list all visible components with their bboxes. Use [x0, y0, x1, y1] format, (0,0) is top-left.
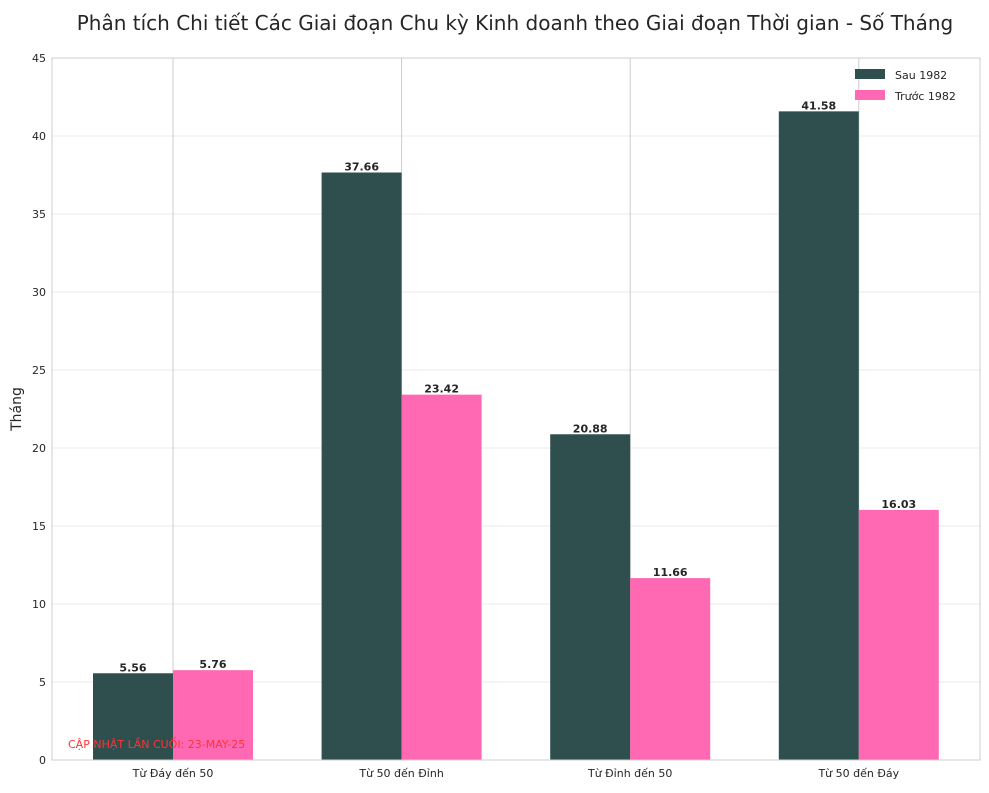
- value-label: 20.88: [573, 422, 608, 435]
- value-label: 11.66: [653, 566, 688, 579]
- value-label: 5.56: [119, 661, 146, 674]
- legend-swatch-sau-1982: [855, 69, 885, 79]
- y-tick-label: 45: [32, 52, 46, 65]
- bar-series-0-cat-1: [321, 172, 402, 760]
- y-tick-label: 40: [32, 130, 46, 143]
- value-label: 16.03: [881, 498, 916, 511]
- x-tick-label: Từ Đỉnh đến 50: [587, 767, 672, 780]
- x-tick-labels: Từ Đáy đến 50 Từ 50 đến Đỉnh Từ Đỉnh đến 5…: [132, 767, 900, 780]
- y-tick-label: 0: [39, 754, 46, 767]
- y-tick-label: 10: [32, 598, 46, 611]
- y-tick-label: 35: [32, 208, 46, 221]
- legend-label-sau-1982: Sau 1982: [895, 69, 947, 82]
- bar-series-0-cat-0: [93, 673, 173, 760]
- y-tick-label: 20: [32, 442, 46, 455]
- value-label: 37.66: [344, 161, 379, 174]
- value-labels-layer: 5.56 37.66 20.88 41.58 5.76 23.42 11.66 16.03: [119, 99, 916, 674]
- bar-series-1-cat-2: [630, 578, 711, 760]
- y-tick-label: 5: [39, 676, 46, 689]
- y-tick-labels: 0 5 10 15 20 25 30 35 40 45: [32, 52, 46, 767]
- legend-label-truoc-1982: Trước 1982: [894, 90, 956, 103]
- bar-series-0-cat-3: [778, 111, 859, 761]
- x-tick-label: Từ 50 đến Đáy: [817, 767, 899, 780]
- legend: Sau 1982 Trước 1982: [855, 69, 956, 103]
- bars-layer: [93, 111, 939, 761]
- bar-series-0-cat-2: [550, 434, 631, 760]
- legend-swatch-truoc-1982: [855, 90, 885, 100]
- y-tick-label: 30: [32, 286, 46, 299]
- y-axis-label: Tháng: [9, 387, 25, 432]
- value-label: 5.76: [199, 658, 226, 671]
- value-label: 23.42: [424, 383, 459, 396]
- bar-series-1-cat-3: [858, 509, 939, 760]
- value-label: 41.58: [801, 99, 836, 112]
- x-tick-label: Từ Đáy đến 50: [132, 767, 214, 780]
- last-updated-note: CẬP NHẬT LẦN CUỐI: 23-MAY-25: [68, 737, 245, 751]
- y-tick-label: 25: [32, 364, 46, 377]
- x-tick-label: Từ 50 đến Đỉnh: [358, 767, 443, 780]
- plot-frame: [51, 57, 981, 761]
- chart-title: Phân tích Chi tiết Các Giai đoạn Chu kỳ …: [77, 11, 953, 35]
- bar-series-1-cat-1: [401, 394, 482, 760]
- y-tick-label: 15: [32, 520, 46, 533]
- bar-series-1-cat-0: [173, 670, 253, 760]
